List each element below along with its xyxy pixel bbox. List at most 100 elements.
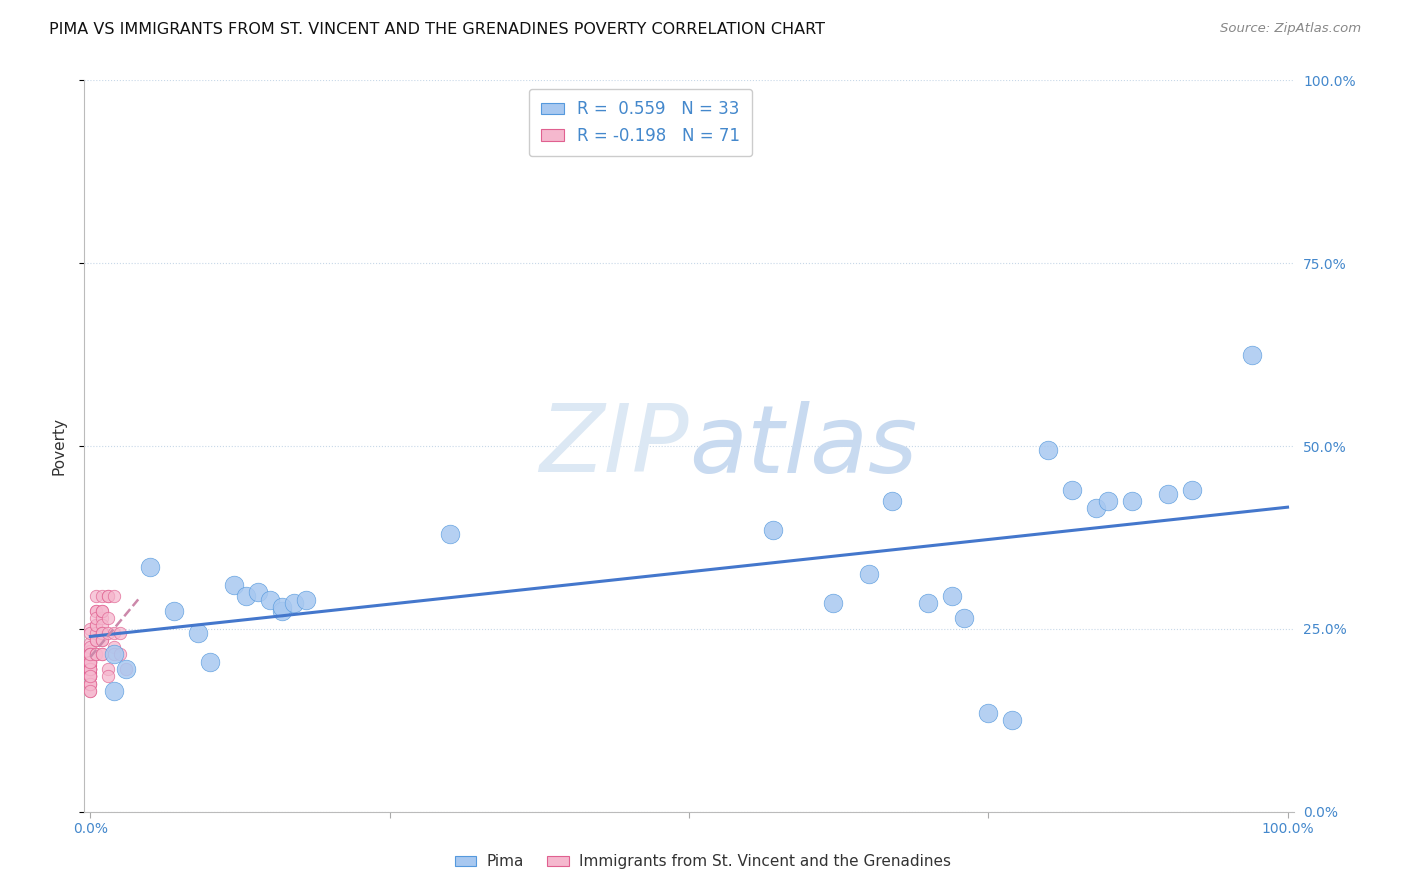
Point [941, 589, 963, 603]
Point [977, 706, 1000, 720]
Point [79, 636, 101, 650]
Point [1036, 442, 1059, 457]
Point [110, 648, 132, 662]
Point [91, 648, 114, 662]
Point [79, 676, 101, 690]
Point [86, 603, 108, 617]
Point [79, 648, 101, 662]
Point [79, 648, 101, 662]
Point [821, 596, 844, 610]
Point [86, 618, 108, 632]
Point [86, 589, 108, 603]
Point [270, 603, 292, 617]
Point [86, 648, 108, 662]
Point [858, 567, 880, 582]
Legend: R =  0.559   N = 33, R = -0.198   N = 71: R = 0.559 N = 33, R = -0.198 N = 71 [529, 88, 752, 156]
Point [86, 625, 108, 640]
Point [79, 644, 101, 658]
Point [97, 625, 120, 640]
Point [235, 589, 257, 603]
Point [103, 684, 125, 698]
Text: Source: ZipAtlas.com: Source: ZipAtlas.com [1220, 22, 1361, 36]
Point [79, 655, 101, 669]
Point [283, 596, 305, 610]
Point [103, 648, 125, 662]
Point [79, 658, 101, 673]
Point [91, 648, 114, 662]
Point [79, 669, 101, 683]
Point [79, 669, 101, 683]
Point [79, 655, 101, 669]
Point [1097, 494, 1119, 508]
Point [163, 603, 186, 617]
Point [91, 625, 114, 640]
Point [1157, 486, 1180, 500]
Text: ZIP: ZIP [540, 401, 689, 491]
Point [79, 662, 101, 676]
Point [1121, 494, 1143, 508]
Y-axis label: Poverty: Poverty [51, 417, 66, 475]
Point [1085, 501, 1108, 516]
Point [79, 669, 101, 683]
Point [79, 662, 101, 676]
Point [1181, 483, 1204, 497]
Point [270, 599, 292, 614]
Point [79, 648, 101, 662]
Point [198, 655, 221, 669]
Point [97, 669, 120, 683]
Text: PIMA VS IMMIGRANTS FROM ST. VINCENT AND THE GRENADINES POVERTY CORRELATION CHART: PIMA VS IMMIGRANTS FROM ST. VINCENT AND … [49, 22, 825, 37]
Point [259, 592, 281, 607]
Point [79, 684, 101, 698]
Point [91, 611, 114, 625]
Point [86, 618, 108, 632]
Point [79, 662, 101, 676]
Point [246, 585, 269, 599]
Point [97, 589, 120, 603]
Point [91, 632, 114, 647]
Point [97, 589, 120, 603]
Point [103, 589, 125, 603]
Point [79, 648, 101, 662]
Point [79, 648, 101, 662]
Point [86, 611, 108, 625]
Point [79, 676, 101, 690]
Point [79, 622, 101, 636]
Point [91, 632, 114, 647]
Point [79, 676, 101, 690]
Point [97, 662, 120, 676]
Point [187, 625, 209, 640]
Point [79, 662, 101, 676]
Point [79, 669, 101, 683]
Point [79, 625, 101, 640]
Point [222, 578, 245, 592]
Point [1001, 714, 1024, 728]
Point [91, 603, 114, 617]
Point [79, 655, 101, 669]
Text: atlas: atlas [689, 401, 917, 491]
Point [79, 640, 101, 655]
Point [1240, 347, 1263, 362]
Point [953, 611, 976, 625]
Point [139, 559, 162, 574]
Point [91, 589, 114, 603]
Point [79, 662, 101, 676]
Point [115, 662, 138, 676]
Point [917, 596, 939, 610]
Point [91, 625, 114, 640]
Point [882, 494, 904, 508]
Point [439, 526, 461, 541]
Point [86, 603, 108, 617]
Point [79, 651, 101, 665]
Point [79, 655, 101, 669]
Point [103, 640, 125, 655]
Point [86, 632, 108, 647]
Point [103, 625, 125, 640]
Point [115, 662, 138, 676]
Point [91, 618, 114, 632]
Point [79, 662, 101, 676]
Point [762, 523, 785, 537]
Point [86, 648, 108, 662]
Legend: Pima, Immigrants from St. Vincent and the Grenadines: Pima, Immigrants from St. Vincent and th… [449, 848, 957, 875]
Point [79, 655, 101, 669]
Point [91, 603, 114, 617]
